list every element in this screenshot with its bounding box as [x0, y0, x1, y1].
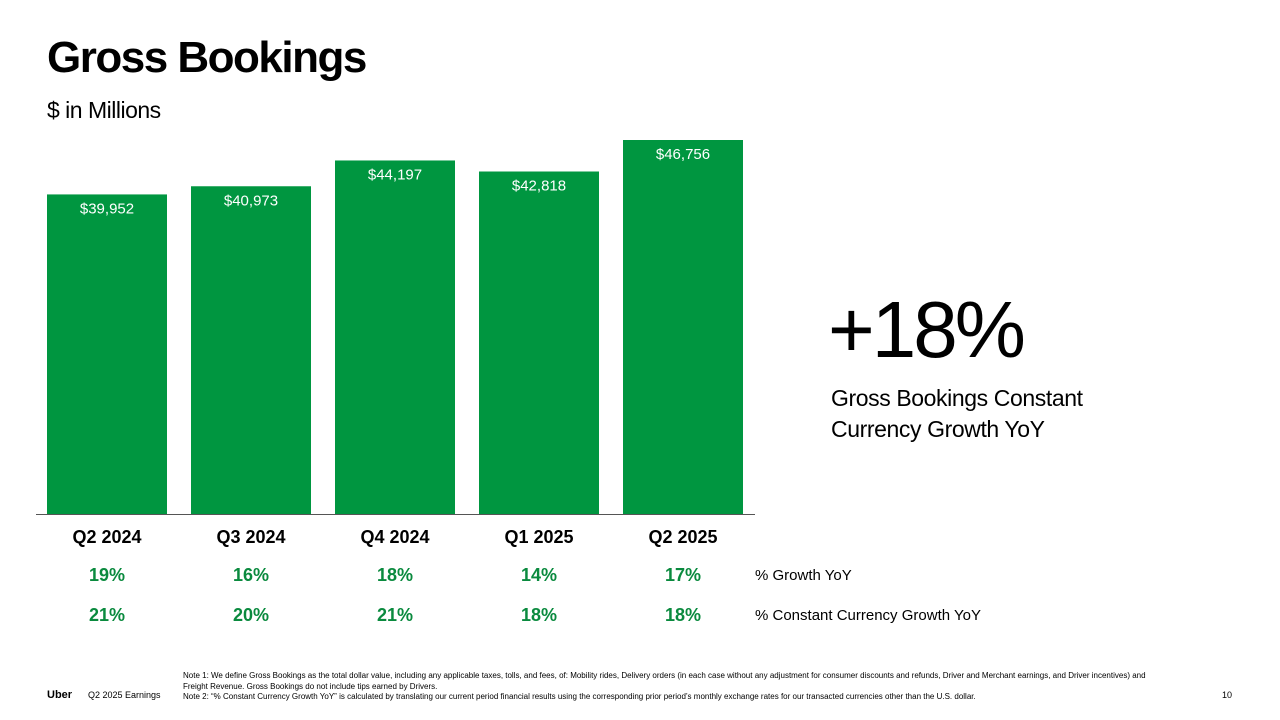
footer-brand: Uber: [47, 689, 73, 701]
category-label: Q1 2025: [504, 527, 573, 547]
category-label: Q3 2024: [216, 527, 285, 547]
growth-row-label: % Constant Currency Growth YoY: [755, 607, 981, 624]
category-label: Q2 2024: [72, 527, 141, 547]
bar-q3-2024: [191, 186, 311, 514]
kpi-label: Gross Bookings Constant Currency Growth …: [831, 385, 1083, 442]
growth-value: 19%: [88, 565, 126, 585]
growth-value: 20%: [232, 605, 270, 625]
footnote-2: Note 2: “% Constant Currency Growth YoY”…: [183, 692, 976, 701]
page-number: 10: [1222, 690, 1233, 700]
category-label: Q2 2025: [648, 527, 717, 547]
bar-q2-2025: [623, 140, 743, 514]
growth-value: 18%: [664, 605, 702, 625]
footnote-1: Note 1: We define Gross Bookings as the …: [183, 671, 1146, 691]
bar-q1-2025: [479, 171, 599, 515]
growth-value: 17%: [664, 565, 702, 585]
growth-row-label: % Growth YoY: [755, 567, 852, 584]
gross-bookings-bar-chart: $39,952 Q2 2024 $40,973 Q3 2024 $44,197 Q4 20…: [36, 140, 755, 547]
growth-value: 16%: [232, 565, 270, 585]
growth-value: 21%: [88, 605, 126, 625]
bar-q4-2024: [335, 160, 455, 515]
page-title: Gross Bookings: [47, 33, 367, 82]
growth-value: 14%: [520, 565, 558, 585]
bar-q2-2024: [47, 194, 167, 514]
growth-value: 18%: [376, 565, 414, 585]
bar-value-label: $40,973: [224, 192, 278, 209]
page-subtitle: $ in Millions: [47, 97, 161, 123]
growth-value: 18%: [520, 605, 558, 625]
category-label: Q4 2024: [360, 527, 429, 547]
kpi-value: +18%: [828, 285, 1026, 374]
footer-deck-title: Q2 2025 Earnings: [88, 690, 161, 700]
bar-value-label: $42,818: [512, 177, 566, 194]
bar-value-label: $46,756: [656, 146, 710, 163]
growth-value: 21%: [376, 605, 414, 625]
footnotes: Note 1: We define Gross Bookings as the …: [183, 671, 1163, 703]
bar-value-label: $44,197: [368, 166, 422, 183]
bar-value-label: $39,952: [80, 200, 134, 217]
